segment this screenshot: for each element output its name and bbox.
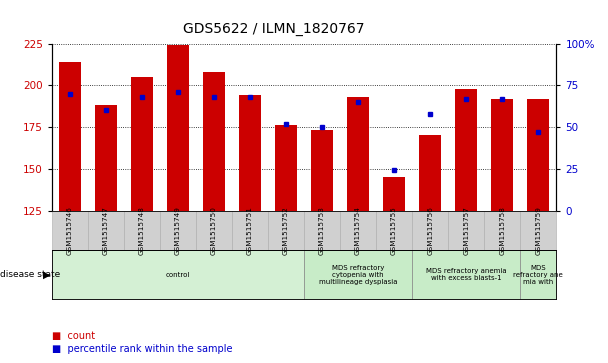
Text: GSM1515747: GSM1515747 [103,206,109,255]
Bar [203,72,225,211]
Bar [275,125,297,211]
Text: ■  count: ■ count [52,331,95,341]
Text: MDS refractory anemia
with excess blasts-1: MDS refractory anemia with excess blasts… [426,269,506,281]
Bar [420,135,441,211]
Bar [311,130,333,211]
Bar [455,89,477,211]
Bar [528,99,549,211]
Text: MDS refractory
cytopenia with
multilineage dysplasia: MDS refractory cytopenia with multilinea… [319,265,397,285]
Text: GSM1515759: GSM1515759 [535,206,541,255]
Text: GSM1515754: GSM1515754 [355,206,361,255]
Text: GSM1515748: GSM1515748 [139,206,145,255]
Text: GSM1515756: GSM1515756 [427,206,433,255]
Bar [347,97,369,211]
Bar [131,77,153,211]
Bar [95,105,117,211]
Text: GDS5622 / ILMN_1820767: GDS5622 / ILMN_1820767 [183,22,364,36]
Text: GSM1515755: GSM1515755 [391,206,397,255]
Text: ▶: ▶ [43,270,50,280]
Text: GSM1515753: GSM1515753 [319,206,325,255]
Text: MDS
refractory ane
mia with: MDS refractory ane mia with [513,265,563,285]
Text: GSM1515752: GSM1515752 [283,206,289,255]
Text: control: control [165,272,190,278]
Bar [167,45,188,211]
Text: ■  percentile rank within the sample: ■ percentile rank within the sample [52,344,232,354]
Text: GSM1515751: GSM1515751 [247,206,253,255]
Bar [59,62,80,211]
Text: GSM1515746: GSM1515746 [67,206,73,255]
Bar [383,177,405,211]
Bar [491,99,513,211]
Text: GSM1515749: GSM1515749 [175,206,181,255]
Text: GSM1515758: GSM1515758 [499,206,505,255]
Text: GSM1515757: GSM1515757 [463,206,469,255]
Text: disease state: disease state [0,270,60,280]
Text: GSM1515750: GSM1515750 [211,206,217,255]
Bar [239,95,261,211]
